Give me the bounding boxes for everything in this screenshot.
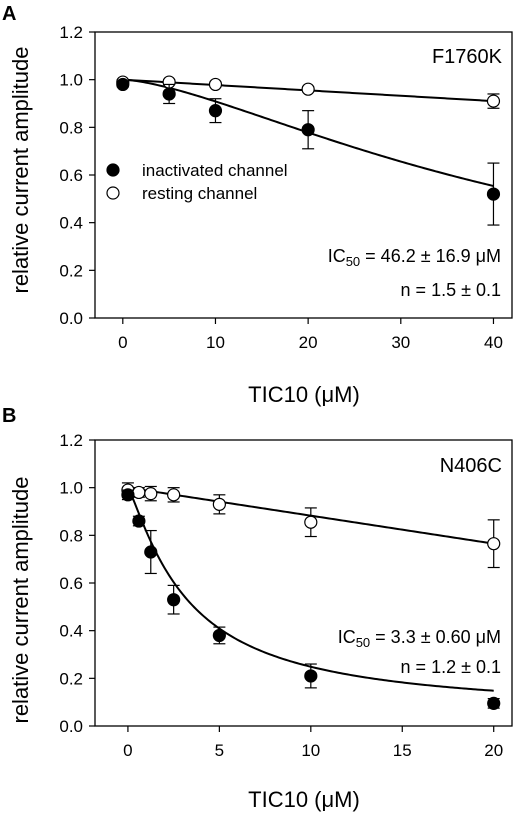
panel-b-point-inactivated xyxy=(132,514,146,528)
legend-filled-marker xyxy=(106,163,120,177)
panel-a-point-resting xyxy=(301,82,315,96)
panel-a-point-resting xyxy=(208,77,223,92)
panel-a-title: F1760K xyxy=(432,46,503,68)
panel-b-ic50-rest: = 3.3 ± 0.60 μM xyxy=(370,627,501,647)
panel-b-ytick-label: 1.0 xyxy=(59,479,83,498)
panel-b-point-inactivated xyxy=(487,696,501,710)
panel-b-point-resting xyxy=(167,488,181,502)
legend-resting-label: resting channel xyxy=(142,184,257,203)
panel-a-ytick-label: 0.8 xyxy=(59,118,83,137)
panel-a-point-inactivated xyxy=(486,187,501,201)
panel-b-point-inactivated xyxy=(121,488,135,502)
panel-a-xtick-label: 40 xyxy=(484,333,503,352)
panel-a-point-inactivated xyxy=(116,77,130,92)
panel-b-ytick-label: 0.6 xyxy=(59,574,83,593)
panel-a-ylabel: relative current amplitude xyxy=(8,46,33,293)
panel-b-xlabel: TIC10 (μM) xyxy=(248,787,360,812)
panel-b-ylabel: relative current amplitude xyxy=(8,476,33,723)
legend-open-marker xyxy=(106,186,120,200)
panel-a-xtick-label: 10 xyxy=(206,333,225,352)
panel-letter-a: A xyxy=(2,3,16,25)
panel-b-point-resting xyxy=(304,515,318,529)
panel-a-xtick-label: 20 xyxy=(299,333,318,352)
panel-a-point-inactivated xyxy=(208,104,223,118)
panel-a-n-label: n = 1.5 ± 0.1 xyxy=(401,280,501,300)
panel-a-ytick-label: 0.0 xyxy=(59,309,83,328)
panel-b-ytick-label: 0.0 xyxy=(59,717,83,736)
panel-b-point-inactivated xyxy=(144,545,158,559)
panel-b-ytick-label: 0.2 xyxy=(59,669,83,688)
panel-b-xtick-label: 15 xyxy=(393,741,412,760)
panel-b-plot-frame xyxy=(94,439,513,727)
panel-a-ic50-sub: 50 xyxy=(346,254,360,269)
panel-a-point-resting xyxy=(486,94,501,108)
panel-b-point-inactivated xyxy=(167,593,181,607)
panel-a-xlabel: TIC10 (μM) xyxy=(248,382,360,407)
panel-a-point-inactivated xyxy=(162,87,176,101)
panel-b-point-resting xyxy=(144,487,158,501)
panel-a-xtick-label: 0 xyxy=(118,333,127,352)
panel-b-ic50-sub: 50 xyxy=(356,635,370,650)
panel-a-ic50-label: IC50 = 46.2 ± 16.9 μM xyxy=(328,246,501,269)
panel-b-ytick-label: 0.8 xyxy=(59,526,83,545)
panel-b-ytick-label: 0.4 xyxy=(59,622,83,641)
panel-a-ytick-label: 0.2 xyxy=(59,261,83,280)
panel-b-xtick-label: 5 xyxy=(215,741,224,760)
panel-a-ic50-rest: = 46.2 ± 16.9 μM xyxy=(360,246,501,266)
panel-a-ytick-label: 1.0 xyxy=(59,71,83,90)
panel-a-ytick-label: 0.6 xyxy=(59,166,83,185)
panel-b-xtick-label: 0 xyxy=(123,741,132,760)
panel-b-ytick-label: 1.2 xyxy=(59,431,83,450)
panel-a-ytick-label: 0.4 xyxy=(59,214,83,233)
panel-a-ytick-label: 1.2 xyxy=(59,23,83,42)
panel-letter-b: B xyxy=(2,405,16,427)
panel-b-point-inactivated xyxy=(304,669,318,683)
panel-a-point-inactivated xyxy=(301,123,315,137)
panel-b-ic50-label: IC50 = 3.3 ± 0.60 μM xyxy=(338,627,501,650)
panel-b-point-resting xyxy=(487,537,501,551)
panel-b-title: N406C xyxy=(440,455,502,477)
panel-b-ic50-prefix: IC xyxy=(338,627,356,647)
panel-a-ic50-prefix: IC xyxy=(328,246,346,266)
panel-b-xtick-label: 20 xyxy=(484,741,503,760)
panel-a-xtick-label: 30 xyxy=(391,333,410,352)
panel-b-point-inactivated xyxy=(212,628,226,643)
panel-b-point-resting xyxy=(212,497,226,511)
panel-b-n-label: n = 1.2 ± 0.1 xyxy=(401,657,501,677)
panel-b-xtick-label: 10 xyxy=(301,741,320,760)
panel-b-point-resting xyxy=(132,485,146,500)
legend-inactivated-label: inactivated channel xyxy=(142,161,288,180)
